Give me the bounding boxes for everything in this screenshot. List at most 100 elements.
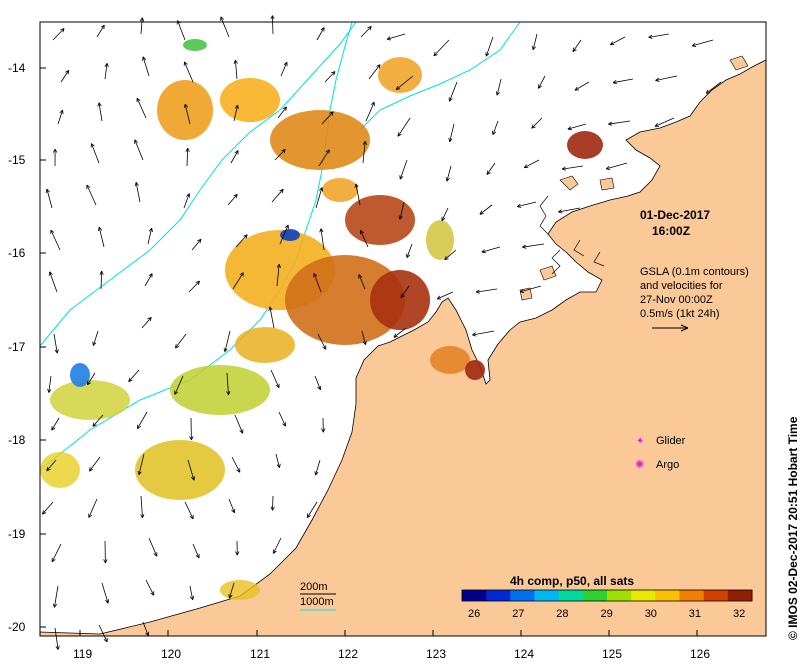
lon-tick-label: 119 bbox=[73, 647, 92, 661]
velocity-arrow bbox=[449, 123, 455, 142]
velocity-arrow-head bbox=[134, 182, 139, 187]
colorbar-bin bbox=[607, 590, 632, 601]
velocity-arrow bbox=[654, 117, 675, 127]
sst-patch bbox=[70, 363, 90, 387]
velocity-arrow-head bbox=[54, 349, 59, 354]
velocity-arrow bbox=[277, 106, 287, 119]
depth-key: 200m 1000m bbox=[300, 581, 336, 611]
velocity-arrow-head bbox=[281, 149, 286, 154]
velocity-arrow bbox=[147, 228, 153, 245]
velocity-arrow bbox=[96, 24, 105, 38]
velocity-arrow-head bbox=[275, 383, 280, 389]
velocity-arrow bbox=[395, 75, 414, 90]
velocity-arrow bbox=[558, 207, 581, 213]
velocity-arrow-head bbox=[561, 166, 567, 171]
velocity-arrow bbox=[232, 272, 244, 290]
velocity-arrow-head bbox=[189, 514, 194, 520]
velocity-arrow bbox=[324, 71, 336, 83]
colorbar-bin bbox=[534, 590, 560, 601]
velocity-arrow bbox=[272, 495, 274, 511]
sst-patch bbox=[270, 110, 370, 170]
velocity-arrow bbox=[492, 120, 499, 135]
velocity-arrow bbox=[362, 141, 366, 164]
velocity-arrow-head bbox=[239, 272, 244, 277]
velocity-arrow bbox=[360, 230, 369, 248]
argo-legend: ✺ Argo bbox=[635, 459, 679, 471]
map-date: 01-Dec-2017 bbox=[640, 208, 710, 222]
velocity-arrow-head bbox=[147, 317, 152, 322]
velocity-arrow-head bbox=[150, 591, 155, 596]
velocity-arrow bbox=[89, 456, 101, 472]
velocity-arrow bbox=[316, 27, 325, 41]
land-mass bbox=[39, 22, 767, 637]
velocity-arrow bbox=[187, 459, 195, 481]
velocity-arrow-head bbox=[386, 36, 392, 41]
sst-patch bbox=[430, 346, 470, 374]
gsla-label-3: 27-Nov 00:00Z bbox=[640, 294, 713, 306]
velocity-arrow bbox=[183, 193, 190, 209]
colorbar-bin bbox=[655, 590, 680, 601]
lon-tick-label: 126 bbox=[690, 647, 710, 661]
colorbar-tick-label: 29 bbox=[601, 608, 613, 620]
velocity-arrow-head bbox=[492, 130, 497, 135]
velocity-arrow-head bbox=[98, 226, 103, 232]
velocity-arrow bbox=[472, 330, 495, 336]
colorbar-frame bbox=[461, 589, 753, 602]
velocity-arrow-head bbox=[393, 333, 398, 338]
velocity-arrow bbox=[532, 33, 538, 50]
velocity-arrow-head bbox=[567, 126, 572, 131]
velocity-arrow bbox=[400, 285, 410, 298]
map-plot-area bbox=[39, 15, 767, 650]
lon-tick-label: 125 bbox=[602, 647, 622, 661]
velocity-arrow-head bbox=[47, 388, 52, 393]
velocity-arrow-head bbox=[486, 170, 491, 175]
velocity-arrow-head bbox=[331, 71, 336, 76]
island bbox=[559, 175, 579, 191]
velocity-arrow bbox=[145, 579, 155, 596]
velocity-arrow bbox=[278, 411, 286, 427]
velocity-arrow-head bbox=[321, 428, 326, 433]
velocity-arrow-head bbox=[313, 273, 318, 278]
velocity-arrow-head bbox=[52, 148, 58, 153]
velocity-arrow-head bbox=[441, 216, 446, 222]
velocity-arrow bbox=[100, 271, 103, 290]
velocity-arrow-head bbox=[185, 147, 190, 152]
velocity-arrow bbox=[449, 81, 458, 102]
velocity-arrow-head bbox=[517, 203, 522, 208]
velocity-arrow bbox=[572, 39, 582, 52]
sst-patch bbox=[40, 452, 80, 488]
velocity-arrow-head bbox=[400, 293, 405, 298]
velocity-arrow-head bbox=[279, 188, 284, 194]
velocity-arrow bbox=[280, 62, 288, 77]
velocity-arrow bbox=[317, 333, 327, 350]
velocity-arrow bbox=[188, 280, 200, 293]
velocity-arrow bbox=[88, 498, 98, 518]
velocity-arrow-head bbox=[531, 124, 536, 129]
velocity-arrow-head bbox=[655, 77, 660, 82]
colorbar-tick-label: 30 bbox=[645, 608, 657, 620]
velocity-arrow-head bbox=[175, 344, 180, 349]
velocity-arrow-head bbox=[48, 271, 53, 276]
lat-tick-label: -14 bbox=[8, 61, 26, 75]
velocity-arrow-head bbox=[276, 463, 281, 468]
sst-patch bbox=[220, 78, 280, 122]
velocity-arrow bbox=[52, 28, 65, 41]
velocity-arrow bbox=[399, 201, 405, 220]
velocity-arrow-head bbox=[243, 234, 248, 239]
velocity-arrow-head bbox=[103, 559, 108, 564]
coastline-detail bbox=[539, 195, 605, 275]
colorbar-title: 4h comp, p50, all sats bbox=[510, 574, 634, 588]
velocity-arrow bbox=[54, 627, 59, 650]
velocity-arrow bbox=[92, 330, 99, 346]
velocity-arrow bbox=[705, 81, 722, 94]
velocity-arrow bbox=[46, 459, 57, 472]
velocity-arrow-head bbox=[228, 594, 233, 599]
velocity-arrow-head bbox=[362, 140, 367, 146]
velocity-arrow bbox=[235, 234, 248, 248]
velocity-arrow-head bbox=[134, 139, 139, 144]
sst-data-patches bbox=[40, 39, 603, 600]
velocity-arrow-head bbox=[284, 224, 289, 230]
velocity-arrow-head bbox=[523, 164, 529, 169]
velocity-arrow bbox=[148, 537, 158, 557]
velocity-arrow-head bbox=[52, 603, 58, 608]
